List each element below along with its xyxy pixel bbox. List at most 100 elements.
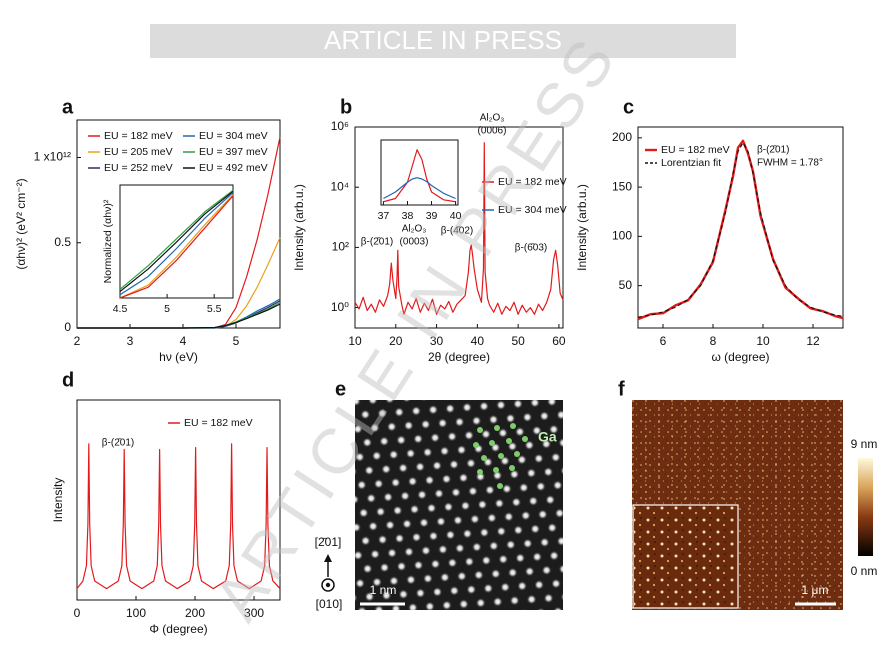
x-axis-label: Φ (degree)	[149, 622, 207, 636]
x-tick-label: 5.5	[207, 303, 222, 315]
y-tick-label: 10⁰	[331, 300, 349, 314]
y-axis-label: Normalized (αhν)²	[102, 199, 114, 283]
series-line	[119, 194, 234, 299]
y-tick-label: 0.5	[54, 235, 71, 249]
inset: 4.5 5 5.5 Normalized (αhν)²	[102, 184, 234, 315]
banner-box	[150, 24, 736, 58]
direction-out: [010]	[316, 597, 343, 611]
annotation: Al₂O₃	[402, 224, 427, 235]
series-line	[119, 189, 234, 290]
colorbar-min: 0 nm	[851, 564, 878, 578]
y-axis-label: Intensity	[51, 478, 65, 523]
plot-frame	[637, 126, 844, 329]
arrow-head	[324, 554, 332, 562]
x-tick-label: 10	[348, 334, 362, 348]
y-axis-label: Intensity (arb.u.)	[292, 184, 306, 271]
series-line	[383, 177, 456, 200]
annotation: β-(2̄01)	[102, 438, 134, 449]
x-tick-label: 5	[164, 303, 170, 315]
annotation: FWHM = 1.78°	[757, 158, 823, 169]
y-tick-label: 200	[612, 130, 632, 144]
annotation: β-(2̄01)	[757, 145, 789, 156]
legend-label: EU = 182 meV	[661, 144, 730, 156]
x-axis-label: hν (eV)	[159, 350, 198, 364]
y-tick-label: 100	[612, 229, 632, 243]
x-tick-label: 37	[378, 210, 390, 222]
annotation: β-(4̄02)	[441, 226, 473, 237]
legend-label: EU = 397 meV	[199, 146, 268, 158]
x-tick-label: 6	[660, 334, 667, 348]
y-axis-label: (αhν)² (eV² cm⁻²)	[14, 178, 28, 269]
scale-bar-label: 1 μm	[802, 583, 829, 597]
plot: 6 8 10 12 50 100 150 200 ω (degree) Intensity (ar…	[575, 126, 844, 364]
x-axis-label: 2θ (degree)	[428, 350, 490, 364]
series-line	[637, 142, 844, 318]
banner: ARTICLE IN PRESS	[324, 25, 562, 55]
legend-label: EU = 252 meV	[104, 162, 173, 174]
y-tick-label: 10²	[332, 240, 349, 254]
annotation: (0006)	[478, 126, 507, 137]
panel-letter: a	[62, 96, 74, 118]
y-tick-label: 150	[612, 179, 632, 193]
x-tick-label: 50	[511, 334, 525, 348]
x-tick-label: 60	[552, 334, 566, 348]
series-line	[119, 190, 234, 293]
colorbar	[858, 458, 873, 556]
x-tick-label: 40	[450, 210, 462, 222]
element-label: Ga	[538, 429, 557, 445]
x-tick-label: 3	[127, 334, 134, 348]
afm-inset-texture	[634, 506, 737, 607]
x-axis-label: ω (degree)	[711, 350, 769, 364]
x-tick-label: 100	[126, 606, 146, 620]
panel-letter: d	[62, 369, 74, 391]
x-tick-label: 12	[806, 334, 820, 348]
out-of-plane-symbol	[321, 578, 335, 592]
legend-label: EU = 182 meV	[498, 176, 567, 188]
legend-label: EU = 304 meV	[199, 130, 268, 142]
y-tick-label: 1 x10¹²	[34, 150, 71, 164]
out-of-plane-dot	[325, 582, 331, 588]
annotation: β-(2̄01)	[361, 237, 393, 248]
annotation: β-(6̄03)	[515, 243, 547, 254]
legend-label: Lorentzian fit	[661, 157, 721, 169]
x-tick-label: 8	[710, 334, 717, 348]
x-tick-label: 4	[180, 334, 187, 348]
inset: 37 38 39 40 EU = 182 meV EU = 304 meV	[378, 139, 567, 222]
series-line	[77, 303, 281, 329]
series-line	[76, 443, 281, 590]
x-tick-label: 0	[74, 606, 81, 620]
colorbar-max: 9 nm	[851, 437, 878, 451]
y-tick-label: 10⁶	[331, 119, 349, 133]
legend-label: EU = 205 meV	[104, 146, 173, 158]
legend-label: EU = 304 meV	[498, 204, 567, 216]
y-tick-label: 10⁴	[330, 179, 349, 193]
x-tick-label: 20	[389, 334, 403, 348]
x-tick-label: 38	[402, 210, 414, 222]
legend-label: EU = 182 meV	[184, 417, 253, 429]
series-line	[119, 192, 234, 296]
direction-up: [2̄01]	[315, 535, 342, 549]
plot-frame	[76, 399, 281, 601]
annotation: (0003)	[400, 237, 429, 248]
x-tick-label: 5	[233, 334, 240, 348]
x-tick-label: 200	[185, 606, 205, 620]
y-axis-label: Intensity (arb.u.)	[575, 184, 589, 271]
y-tick-label: 50	[619, 278, 633, 292]
x-tick-label: 39	[426, 210, 438, 222]
series-line	[354, 142, 564, 315]
x-tick-label: 30	[430, 334, 444, 348]
legend-label: EU = 492 meV	[199, 162, 268, 174]
ga-sites	[473, 423, 528, 489]
series-line	[383, 149, 456, 203]
x-tick-label: 4.5	[113, 303, 128, 315]
x-tick-label: 2	[74, 334, 81, 348]
panel-letter: b	[340, 96, 352, 118]
panel-letter: c	[623, 96, 634, 118]
legend-label: EU = 182 meV	[104, 130, 173, 142]
annotation: Al₂O₃	[480, 113, 505, 124]
panel-letter: e	[335, 378, 346, 400]
